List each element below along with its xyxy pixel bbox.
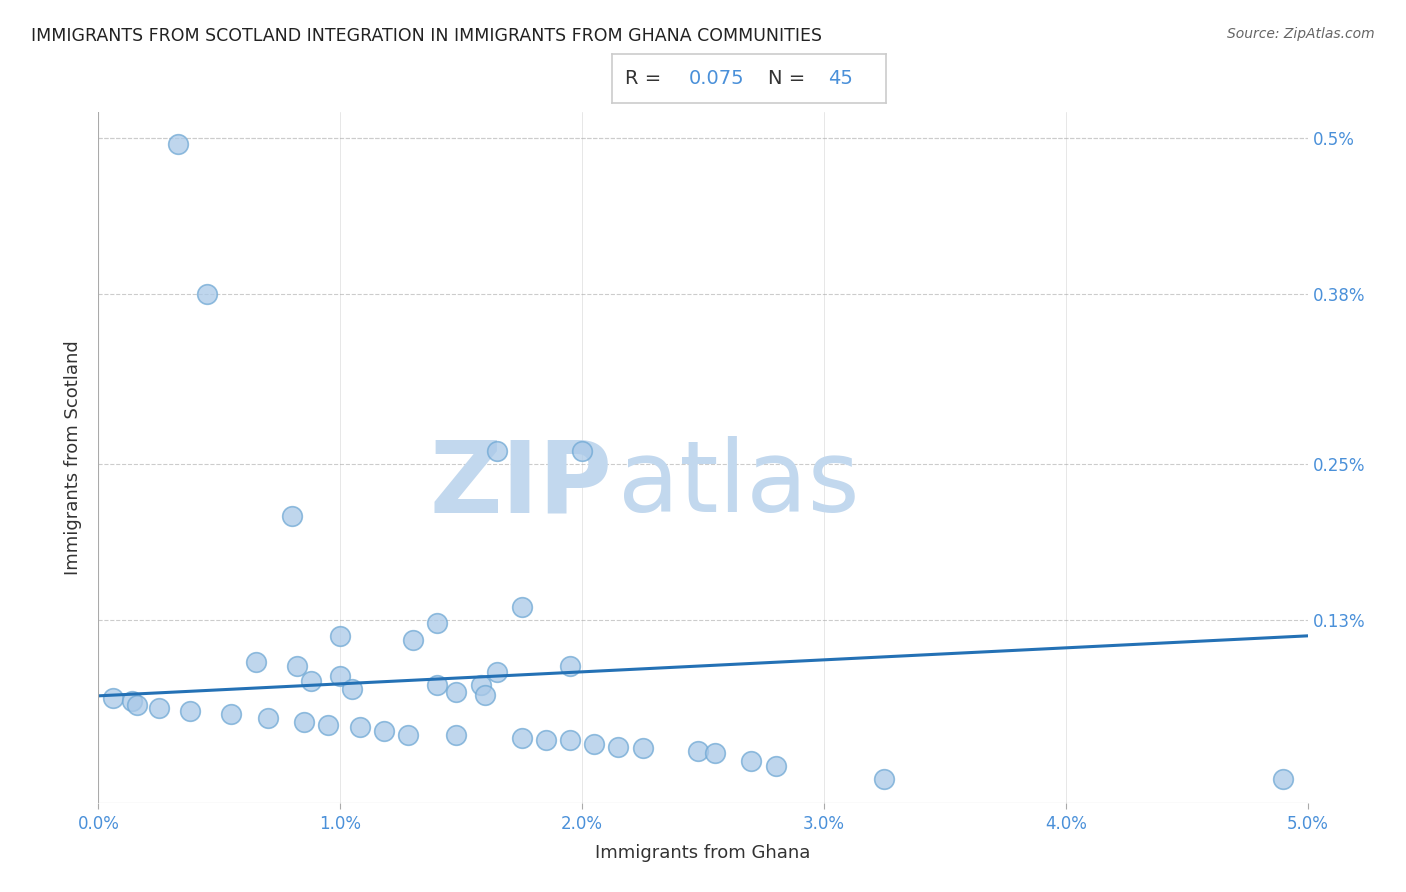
Point bbox=[470, 678, 492, 692]
Point bbox=[402, 632, 425, 647]
Text: IMMIGRANTS FROM SCOTLAND INTEGRATION IN IMMIGRANTS FROM GHANA COMMUNITIES: IMMIGRANTS FROM SCOTLAND INTEGRATION IN … bbox=[31, 27, 823, 45]
Text: R =: R = bbox=[626, 69, 668, 87]
Point bbox=[558, 658, 581, 673]
Point bbox=[349, 720, 371, 734]
Point bbox=[740, 754, 762, 768]
Point bbox=[221, 707, 243, 722]
Point bbox=[329, 629, 352, 643]
Text: atlas: atlas bbox=[619, 436, 860, 533]
Point bbox=[167, 137, 190, 152]
Point bbox=[121, 694, 143, 708]
Point bbox=[281, 508, 304, 523]
Point bbox=[426, 678, 449, 692]
Point bbox=[765, 759, 787, 773]
Point bbox=[486, 443, 509, 458]
Point bbox=[329, 669, 352, 683]
Point bbox=[101, 691, 124, 706]
Point bbox=[342, 682, 364, 697]
Point bbox=[195, 287, 218, 301]
Point bbox=[607, 739, 630, 754]
Text: N =: N = bbox=[768, 69, 811, 87]
Point bbox=[486, 665, 509, 680]
Text: 0.075: 0.075 bbox=[689, 69, 744, 87]
Point bbox=[426, 615, 449, 630]
Point bbox=[285, 658, 308, 673]
Point bbox=[292, 714, 315, 729]
Point bbox=[704, 746, 727, 760]
Point bbox=[510, 600, 533, 615]
Point bbox=[583, 737, 606, 751]
Point bbox=[474, 688, 496, 702]
Point bbox=[373, 724, 395, 739]
Point bbox=[446, 728, 468, 742]
Point bbox=[688, 744, 710, 758]
Point bbox=[534, 733, 557, 747]
Point bbox=[446, 685, 468, 699]
Point bbox=[571, 443, 593, 458]
Text: 45: 45 bbox=[828, 69, 853, 87]
Y-axis label: Immigrants from Scotland: Immigrants from Scotland bbox=[65, 340, 83, 574]
Point bbox=[245, 655, 267, 669]
Point bbox=[1272, 772, 1295, 787]
Point bbox=[510, 731, 533, 745]
Point bbox=[179, 705, 201, 719]
Point bbox=[148, 700, 170, 714]
Point bbox=[558, 733, 581, 747]
Text: ZIP: ZIP bbox=[429, 436, 613, 533]
Point bbox=[127, 698, 149, 712]
Point bbox=[631, 741, 654, 756]
Point bbox=[256, 711, 278, 725]
Point bbox=[299, 674, 322, 689]
X-axis label: Immigrants from Ghana: Immigrants from Ghana bbox=[595, 845, 811, 863]
Point bbox=[396, 728, 419, 742]
Text: Source: ZipAtlas.com: Source: ZipAtlas.com bbox=[1227, 27, 1375, 41]
Point bbox=[873, 772, 896, 787]
Point bbox=[316, 717, 339, 731]
